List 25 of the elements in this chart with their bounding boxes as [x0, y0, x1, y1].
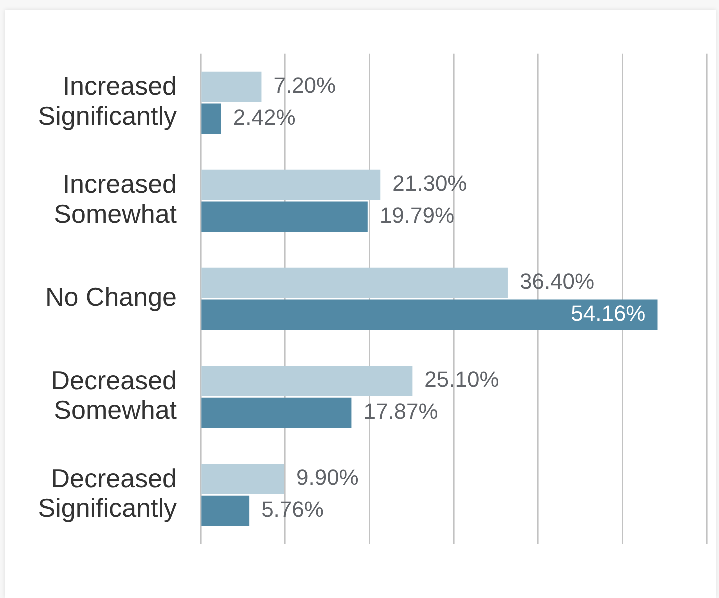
bar	[202, 496, 250, 526]
bar	[202, 268, 508, 298]
data-label: 54.16%	[571, 300, 646, 326]
data-label: 2.42%	[233, 104, 296, 130]
bar	[202, 104, 222, 134]
y-tick-label: Increased Somewhat	[54, 169, 178, 230]
y-tick-label: Decreased Significantly	[38, 463, 177, 524]
bar	[202, 170, 381, 200]
data-label: 19.79%	[380, 202, 455, 228]
y-tick-label: Decreased Somewhat	[51, 365, 178, 426]
bar	[202, 72, 262, 102]
data-label: 17.87%	[364, 399, 438, 424]
data-label: 21.30%	[392, 171, 468, 196]
data-label: 9.90%	[296, 465, 359, 490]
y-tick-label: No Change	[45, 282, 177, 312]
y-tick-label: Increased Significantly	[38, 71, 177, 132]
data-label: 7.20%	[274, 73, 336, 98]
bar	[202, 202, 368, 232]
bar	[202, 398, 352, 428]
data-label: 36.40%	[520, 269, 595, 294]
data-label: 25.10%	[424, 367, 500, 392]
bar	[202, 366, 413, 396]
bar	[202, 300, 658, 330]
bar	[202, 464, 284, 494]
data-label: 5.76%	[262, 497, 324, 522]
